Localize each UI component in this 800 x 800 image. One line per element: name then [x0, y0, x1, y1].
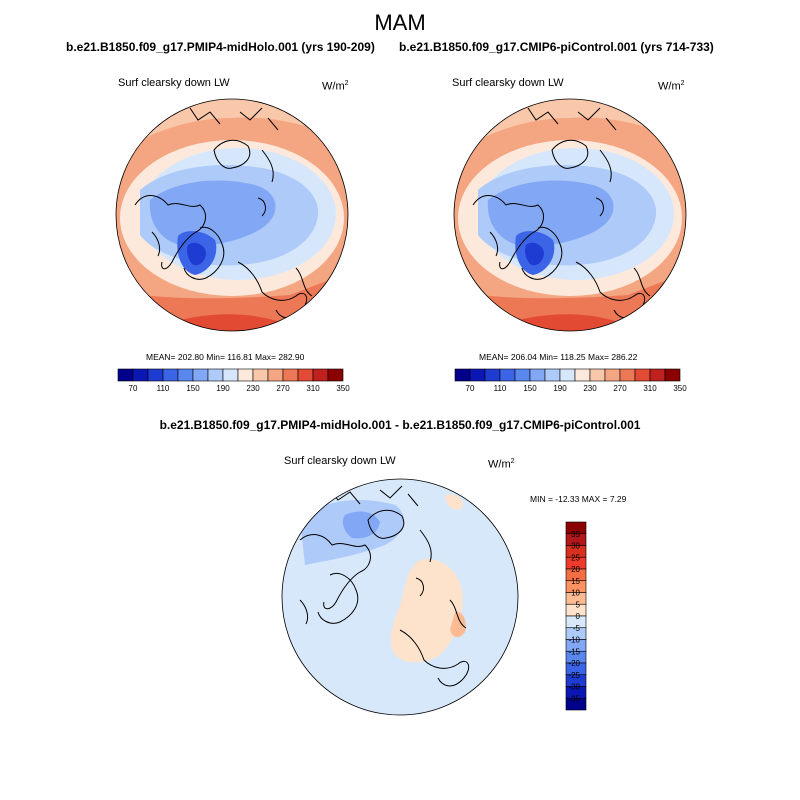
- colorbar-swatch: [327, 368, 344, 382]
- colorbar-swatch: [147, 368, 164, 382]
- colorbar-tick-label: 10: [571, 589, 580, 598]
- colorbar-tick-label: -25: [568, 671, 580, 680]
- colorbar-swatch: [544, 368, 561, 382]
- colorbar-tick-label: -35: [568, 694, 580, 703]
- colorbar-swatch: [297, 368, 314, 382]
- colorbar-swatch: [469, 368, 486, 382]
- colorbar-tick-label: 0: [576, 612, 581, 621]
- colorbar-swatch: [604, 368, 621, 382]
- right-colorbar: 70 110 150 190 230 270 310 350: [454, 368, 687, 393]
- diff-map: [282, 479, 518, 715]
- colorbar-tick-label: 150: [186, 384, 200, 393]
- colorbar-tick-label: 310: [306, 384, 320, 393]
- colorbar-tick-label: 230: [246, 384, 260, 393]
- colorbar-tick-label: 70: [466, 384, 475, 393]
- left-panel-title: b.e21.B1850.f09_g17.PMIP4-midHolo.001 (y…: [66, 40, 375, 54]
- diff-colorbar: 35 30 25 20 15 10 5 0 -5 -10 -15 -20 -25 -30 -35: [565, 521, 587, 711]
- colorbar-tick-label: -20: [568, 659, 580, 668]
- colorbar-tick-label: 70: [129, 384, 138, 393]
- colorbar-swatch: [267, 368, 284, 382]
- colorbar-tick-label: 25: [571, 553, 580, 562]
- left-colorbar: 70 110 150 190 230 270 310 350: [117, 368, 350, 393]
- right-field-label: Surf clearsky down LW: [452, 77, 564, 89]
- left-map-border: [115, 98, 349, 332]
- colorbar-swatch: [664, 368, 681, 382]
- colorbar-tick-label: 110: [494, 384, 507, 393]
- colorbar-tick-label: 310: [643, 384, 657, 393]
- colorbar-tick-label: 35: [571, 530, 580, 539]
- colorbar-tick-label: 15: [571, 577, 580, 586]
- right-stats: MEAN= 206.04 Min= 118.25 Max= 286.22: [479, 352, 638, 362]
- colorbar-swatch: [454, 368, 471, 382]
- diff-units-label: W/m2: [488, 458, 515, 471]
- colorbar-tick-label: -30: [568, 683, 580, 692]
- colorbar-swatch: [222, 368, 239, 382]
- colorbar-swatch: [282, 368, 299, 382]
- colorbar-tick-label: 190: [216, 384, 230, 393]
- colorbar-tick-label: 5: [576, 600, 581, 609]
- colorbar-swatch: [619, 368, 636, 382]
- colorbar-swatch: [132, 368, 149, 382]
- season-title: MAM: [374, 10, 426, 35]
- diff-title: b.e21.B1850.f09_g17.PMIP4-midHolo.001 - …: [159, 418, 641, 432]
- right-map-border: [453, 98, 687, 332]
- colorbar-swatch: [162, 368, 179, 382]
- right-units-label: W/m2: [658, 80, 685, 93]
- colorbar-tick-label: 150: [523, 384, 537, 393]
- colorbar-tick-label: 350: [673, 384, 687, 393]
- left-map: [116, 99, 348, 331]
- colorbar-tick-label: -10: [568, 636, 580, 645]
- left-field-label: Surf clearsky down LW: [118, 77, 230, 89]
- right-map: [454, 99, 686, 331]
- diff-map-border: [281, 478, 519, 716]
- colorbar-swatch: [514, 368, 531, 382]
- colorbar-tick-label: 270: [276, 384, 290, 393]
- right-panel-title: b.e21.B1850.f09_g17.CMIP6-piControl.001 …: [399, 40, 714, 54]
- diff-field-label: Surf clearsky down LW: [284, 455, 396, 467]
- colorbar-swatch: [192, 368, 209, 382]
- colorbar-tick-label: -15: [568, 647, 580, 656]
- colorbar-swatch: [529, 368, 546, 382]
- colorbar-tick-label: -5: [573, 624, 581, 633]
- colorbar-swatch: [559, 368, 576, 382]
- colorbar-swatch: [117, 368, 134, 382]
- colorbar-swatch: [484, 368, 501, 382]
- colorbar-swatch: [252, 368, 269, 382]
- colorbar-tick-label: 270: [613, 384, 627, 393]
- colorbar-swatch: [499, 368, 516, 382]
- diff-stats: MIN = -12.33 MAX = 7.29: [530, 494, 627, 504]
- colorbar-swatch: [634, 368, 651, 382]
- colorbar-tick-label: 190: [553, 384, 567, 393]
- colorbar-tick-label: 20: [571, 565, 580, 574]
- colorbar-tick-label: 30: [571, 542, 580, 551]
- colorbar-swatch: [589, 368, 606, 382]
- left-stats: MEAN= 202.80 Min= 116.81 Max= 282.90: [146, 352, 305, 362]
- colorbar-swatch: [649, 368, 666, 382]
- colorbar-swatch: [565, 697, 587, 711]
- colorbar-tick-label: 230: [583, 384, 597, 393]
- colorbar-swatch: [237, 368, 254, 382]
- colorbar-swatch: [207, 368, 224, 382]
- colorbar-swatch: [574, 368, 591, 382]
- colorbar-tick-label: 350: [336, 384, 350, 393]
- colorbar-swatch: [312, 368, 329, 382]
- colorbar-swatch: [177, 368, 194, 382]
- colorbar-tick-label: 110: [157, 384, 170, 393]
- left-units-label: W/m2: [322, 80, 349, 93]
